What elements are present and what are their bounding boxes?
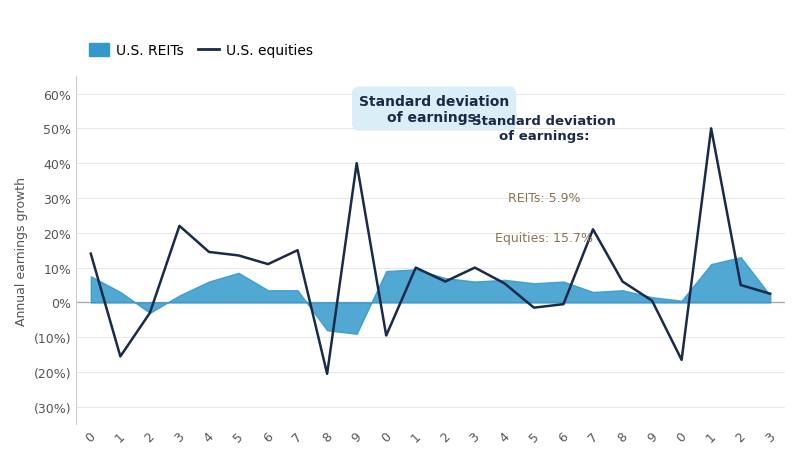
Text: Standard deviation
of earnings:: Standard deviation of earnings: [359,94,509,124]
Legend: U.S. REITs, U.S. equities: U.S. REITs, U.S. equities [83,39,318,64]
Y-axis label: Annual earnings growth: Annual earnings growth [15,176,28,325]
